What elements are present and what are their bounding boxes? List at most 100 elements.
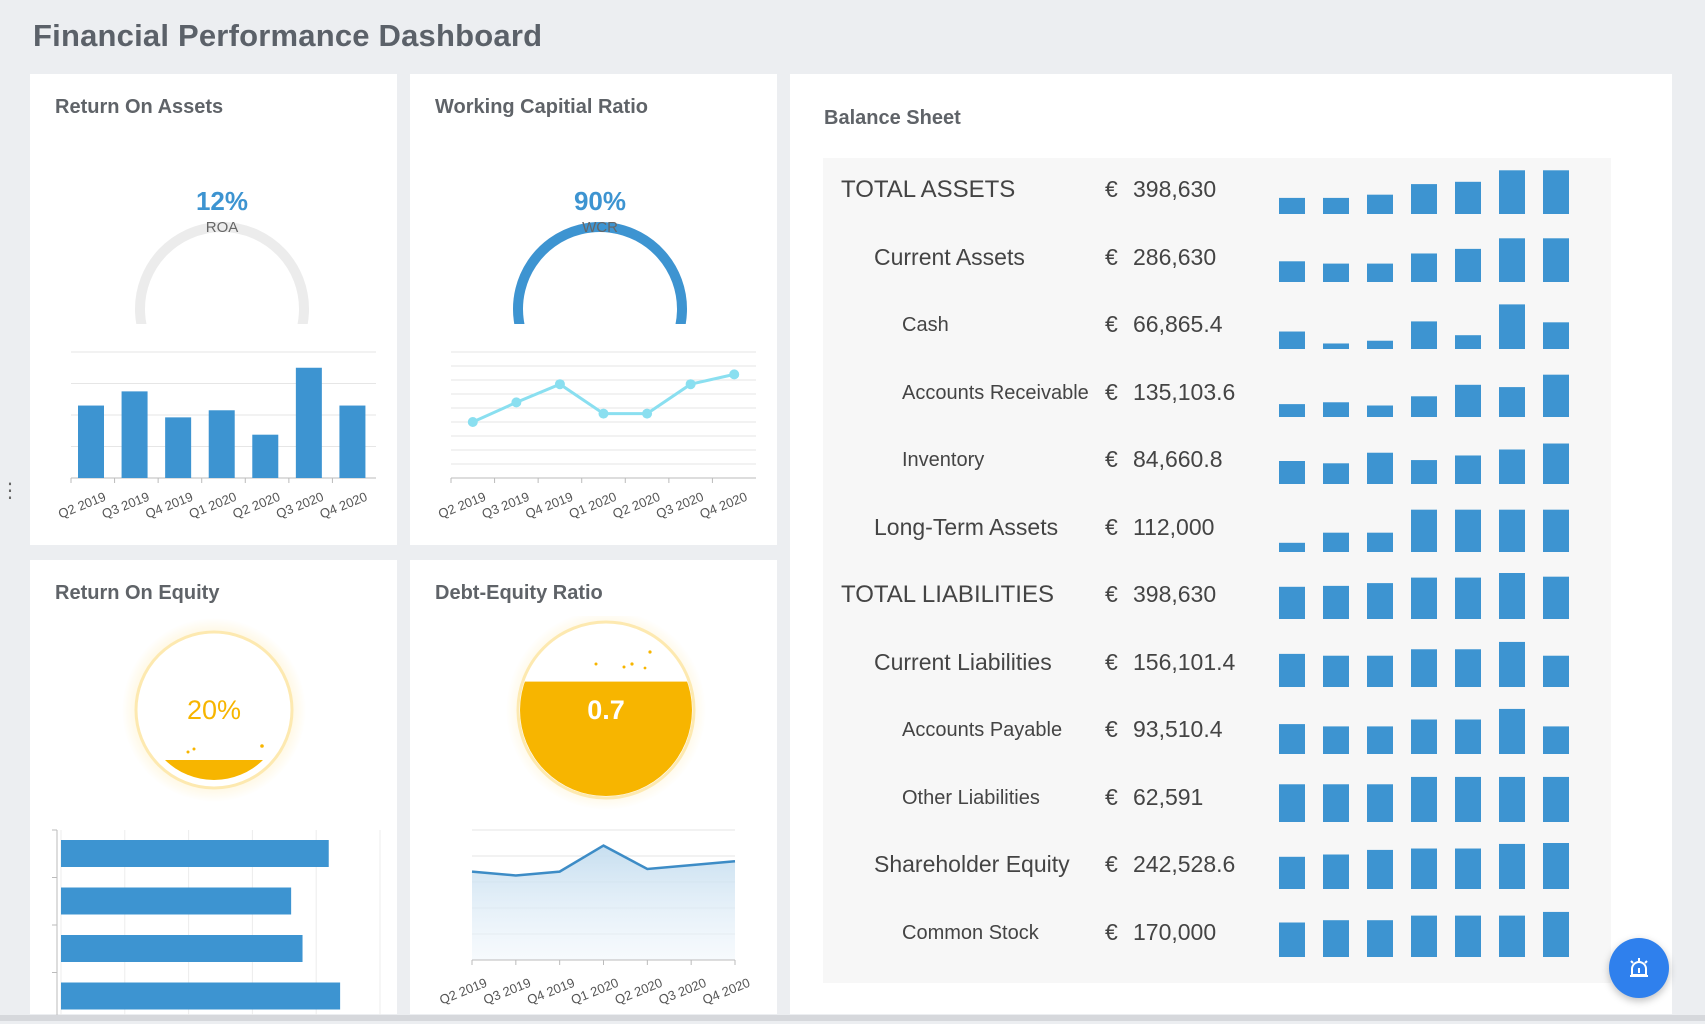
alarm-icon [1630,958,1648,977]
roe-gauge-ring [134,630,294,790]
balance-row-sparkline [1279,911,1569,957]
balance-row-label: Other Liabilities [902,786,1040,809]
spark-bar [1411,460,1437,484]
balance-row-value: 398,630 [1133,176,1217,202]
spark-bar [1543,170,1569,214]
spark-bar [1499,641,1525,687]
balance-row-value: 112,000 [1133,513,1215,540]
roe-card: Return On Equity 20% [30,560,397,1020]
roe-bubble [192,747,196,751]
x-tick-label: Q1 2020 [567,489,619,522]
spark-bar [1499,843,1525,889]
spark-bar [1323,919,1349,957]
wcr-point [511,397,522,408]
spark-bar [1279,461,1305,484]
spark-bar [1323,726,1349,754]
balance-row: Current Liabilities €156,101.4 [823,631,1611,698]
balance-row-label: Accounts Payable [902,719,1063,741]
x-tick-label: Q3 2019 [100,489,152,522]
currency-symbol: € [1105,648,1118,675]
spark-bar [1367,583,1393,619]
spark-bar [1367,655,1393,687]
spark-bar [1455,915,1481,957]
horizontal-scrollbar[interactable] [0,1015,1705,1021]
spark-bar [1455,577,1481,619]
wcr-point [598,408,609,419]
spark-bar [1455,181,1481,214]
alarm-button[interactable] [1609,938,1669,998]
balance-row-label: Inventory [902,449,985,471]
x-tick-label: Q2 2019 [56,489,108,522]
x-tick-label: Q3 2020 [274,489,326,522]
balance-row-value: 156,101.4 [1133,648,1236,675]
wcr-gauge-fill [513,222,687,324]
balance-row-value: 398,630 [1133,581,1217,607]
spark-bar [1279,586,1305,619]
roe-bar [61,982,341,1010]
spark-bar [1411,577,1437,619]
balance-row-label: Shareholder Equity [874,851,1070,877]
currency-symbol: € [1105,581,1118,607]
wcr-point [554,379,565,390]
balance-row-sparkline [1279,509,1569,552]
spark-bar [1279,197,1305,214]
balance-row-label: TOTAL LIABILITIES [841,581,1054,608]
spark-bar [1279,542,1305,552]
der-line [471,844,736,877]
roe-bar [61,887,292,915]
balance-row-value: 84,660.8 [1133,446,1223,472]
balance-row-label: Common Stock [902,921,1039,944]
spark-bar [1367,263,1393,282]
balance-row: Other Liabilities €62,591 [823,766,1611,833]
spark-bar [1455,335,1481,349]
roa-gauge-label: ROA [206,219,239,236]
balance-row-sparkline [1279,237,1569,282]
balance-row-label: TOTAL ASSETS [841,176,1016,203]
x-tick-label: Q1 2020 [569,975,621,1008]
spark-bar [1543,726,1569,754]
currency-symbol: € [1105,783,1118,810]
spark-bar [1323,343,1349,349]
spark-bar [1411,915,1437,957]
spark-bar [1455,248,1481,282]
wcr-point [685,379,696,390]
balance-row-sparkline [1279,776,1569,822]
balance-row: Long-Term Assets €112,000 [823,496,1611,563]
roe-gauge-value: 20% [187,695,241,725]
drag-handle-icon[interactable]: ⋮ [0,480,20,502]
spark-bar [1323,263,1349,282]
balance-row-value: 135,103.6 [1133,378,1236,405]
roa-gauge-value: 12% [196,186,248,216]
roe-bar [61,935,303,962]
spark-bar [1411,321,1437,349]
spark-bar [1499,573,1525,619]
balance-row: Shareholder Equity €242,528.6 [823,833,1611,900]
balance-sheet-table: TOTAL ASSETS €398,630 Current Assets €286,6… [823,158,1611,983]
balance-row-sparkline [1279,304,1569,349]
spark-bar [1499,386,1525,417]
x-tick-label: Q1 2020 [187,489,239,522]
spark-bar [1411,776,1437,822]
balance-row-sparkline [1279,170,1569,214]
spark-bar [1367,919,1393,957]
x-tick-label: Q2 2020 [613,975,665,1008]
balance-row: Inventory €84,660.8 [823,428,1611,495]
spark-bar [1323,585,1349,619]
spark-bar [1543,374,1569,417]
balance-row-value: 170,000 [1133,918,1217,945]
roa-bar [252,434,279,478]
roe-bubble [186,750,190,754]
roe-bar [61,840,329,867]
spark-bar [1411,719,1437,754]
der-bubble [630,662,634,666]
spark-bar [1455,848,1481,889]
wcr-card: Working Capitial Ratio 90% WCR Q2 2019 Q3… [410,74,777,545]
spark-bar [1499,237,1525,282]
spark-bar [1323,197,1349,214]
roa-bar [121,391,148,478]
der-card: Debt-Equity Ratio 0.7 Q2 2019 Q3 2019 Q4 2… [410,560,777,1014]
wcr-gauge-track [513,222,687,324]
spark-bar [1323,783,1349,822]
spark-bar [1499,509,1525,552]
spark-bar [1279,403,1305,417]
